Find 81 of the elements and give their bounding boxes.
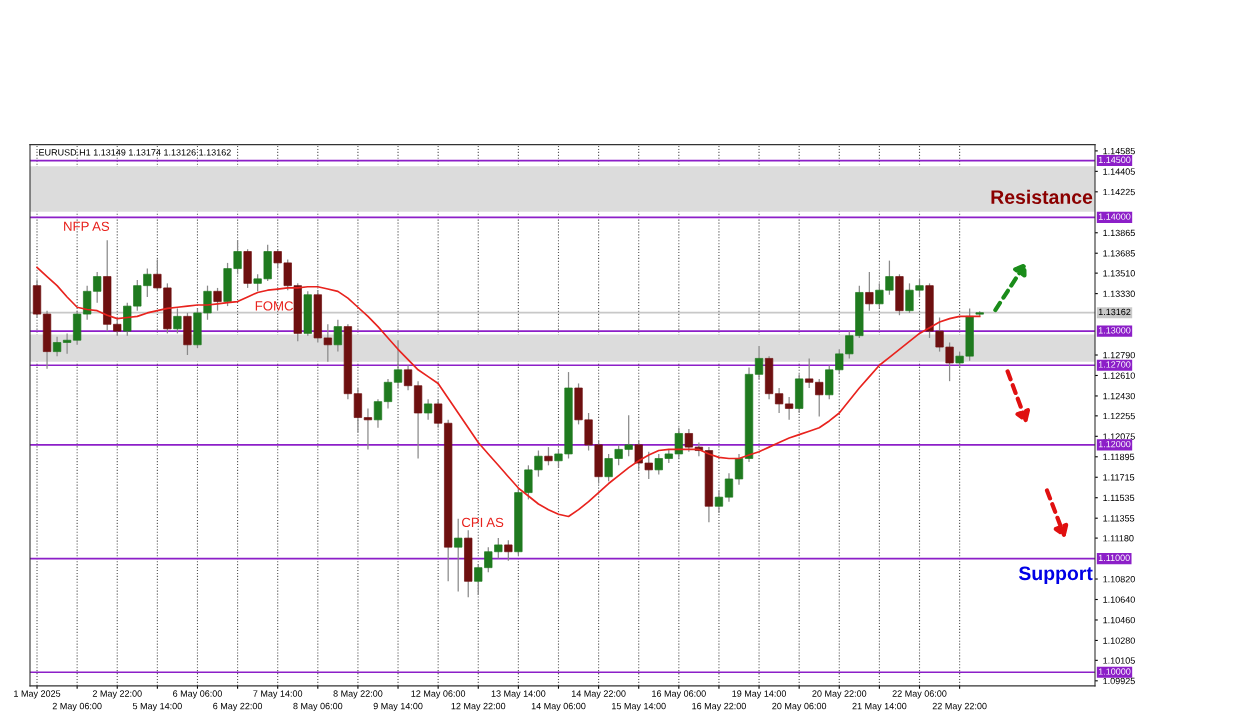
chart-title: EURUSD.H1 1.13149 1.13174 1.13126 1.13162: [39, 149, 231, 156]
x-tick-label: 13 May 14:00: [491, 690, 546, 699]
x-tick-label: 21 May 14:00: [852, 702, 907, 712]
x-tick-label: 2 May 06:00: [52, 702, 102, 712]
y-tick-label: 1.13865: [1103, 229, 1135, 237]
y-tick-label: 1.12430: [1103, 392, 1135, 400]
ref-line-label: 1.12000: [1098, 440, 1131, 448]
annotation: NFP AS: [64, 221, 110, 231]
annotation: FOMC: [255, 301, 294, 311]
y-tick-label: 1.10105: [1103, 657, 1135, 664]
candlestick: [173, 307, 182, 335]
candlestick: [373, 398, 383, 429]
text: Support: [1018, 566, 1093, 585]
candlestick: [754, 345, 764, 380]
y-tick-label: 1.10640: [1103, 596, 1135, 603]
line-series: [36, 266, 981, 518]
x-tick-label: 15 May 14:00: [612, 702, 666, 712]
y-tick-label: 1.11715: [1103, 474, 1135, 481]
y-tick-label: 1.11180: [1103, 535, 1134, 542]
ref-line-label: 1.10000: [1098, 668, 1131, 675]
x-tick-label: 9 May 14:00: [373, 702, 423, 712]
x-tick-label: 2 May 22:00: [92, 690, 142, 699]
candlestick: [724, 472, 734, 503]
x-tick-label: 8 May 06:00: [293, 702, 343, 712]
y-tick-label: 1.12075: [1103, 433, 1135, 440]
candlestick: [544, 446, 553, 466]
y-tick-label: 1.09925: [1103, 677, 1135, 685]
ref-line-label: 1.14000: [1098, 213, 1131, 220]
candlestick: [403, 364, 413, 391]
candlestick: [734, 453, 744, 486]
text: Resistance: [991, 189, 1093, 204]
candlestick: [393, 339, 403, 389]
candlestick: [52, 336, 62, 357]
y-tick-label: 1.13330: [1103, 290, 1135, 297]
y-tick-label: 1.12255: [1103, 412, 1135, 420]
x-tick-label: 6 May 06:00: [173, 690, 222, 699]
candlestick: [454, 518, 463, 593]
x-tick-label: 6 May 22:00: [213, 702, 263, 712]
x-tick-label: 16 May 22:00: [692, 702, 746, 712]
y-tick-label: 1.10820: [1103, 576, 1135, 583]
y-tick-label: 1.11895: [1103, 453, 1135, 461]
y-tick-label: 1.11535: [1103, 494, 1135, 502]
y-tick-label: 1.12610: [1103, 372, 1135, 379]
x-tick-label: 14 May 22:00: [571, 690, 626, 699]
x-tick-label: 7 May 14:00: [253, 690, 303, 699]
ref-line-label: 1.13162: [1098, 308, 1131, 316]
x-tick-label: 19 May 14:00: [732, 690, 787, 699]
candlestick: [865, 271, 874, 312]
x-tick-label: 22 May 06:00: [892, 690, 947, 699]
ref-line-label: 1.13000: [1098, 327, 1131, 334]
ref-line-label: 1.12700: [1098, 361, 1131, 368]
x-tick-label: 1 May 2025: [14, 690, 61, 699]
y-tick-label: 1.12790: [1103, 351, 1135, 359]
y-tick-label: 1.10280: [1103, 637, 1135, 644]
x-tick-label: 16 May 06:00: [652, 690, 706, 699]
x-tick-label: 12 May 22:00: [451, 702, 506, 712]
x-tick-label: 12 May 06:00: [411, 690, 466, 699]
y-tick-label: 1.14225: [1103, 188, 1135, 196]
y-tick-label: 1.14405: [1103, 168, 1135, 175]
candlestick: [424, 398, 433, 421]
ref-line-label: 1.14500: [1098, 156, 1131, 163]
candlestick: [363, 407, 373, 451]
y-tick-label: 1.11355: [1103, 515, 1135, 522]
annotation: CPI AS: [462, 517, 504, 528]
x-tick-label: 22 May 22:00: [932, 702, 987, 712]
y-tick-label: 1.14585: [1103, 147, 1135, 155]
candlestick: [353, 387, 363, 433]
candlestick: [504, 539, 513, 562]
x-tick-label: 20 May 06:00: [772, 702, 827, 712]
y-tick-label: 1.10460: [1103, 616, 1135, 624]
y-tick-label: 1.13685: [1103, 250, 1135, 257]
candlestick: [714, 489, 724, 514]
ref-line-label: 1.11000: [1098, 554, 1130, 561]
y-tick-label: 1.13510: [1103, 270, 1135, 277]
candlestick: [333, 319, 342, 353]
candlestick: [213, 287, 222, 312]
x-tick-label: 20 May 22:00: [812, 690, 867, 699]
x-tick-label: 5 May 14:00: [132, 702, 182, 712]
candlestick: [383, 378, 393, 410]
x-tick-label: 14 May 06:00: [531, 702, 586, 712]
x-tick-label: 8 May 22:00: [333, 690, 383, 699]
